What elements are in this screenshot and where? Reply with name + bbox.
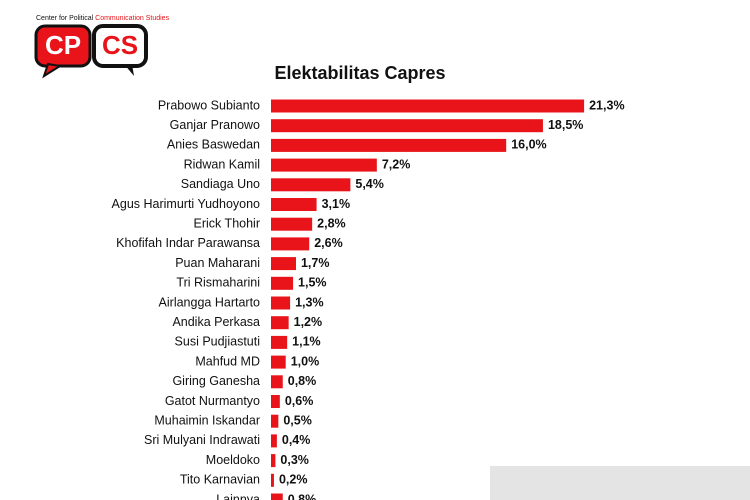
category-label: Sri Mulyani Indrawati — [144, 433, 260, 447]
category-label: Sandiaga Uno — [181, 177, 260, 191]
logo-right-box — [92, 24, 148, 68]
value-label: 0,8% — [288, 374, 317, 388]
bar — [271, 473, 274, 487]
logo-left-text: CP — [45, 30, 81, 60]
category-label: Gatot Nurmantyo — [165, 394, 260, 408]
logo-left-tail — [42, 62, 63, 79]
value-label: 0,8% — [288, 492, 317, 500]
value-label: 0,6% — [285, 394, 314, 408]
value-label: 1,7% — [301, 256, 330, 270]
value-label: 21,3% — [589, 98, 624, 112]
category-label: Ganjar Pranowo — [170, 118, 260, 132]
logo-tagline: Center for Political Communication Studi… — [36, 15, 170, 22]
category-label: Muhaimin Iskandar — [154, 413, 260, 427]
category-label: Andika Perkasa — [172, 315, 260, 329]
bar — [271, 237, 310, 251]
bar — [271, 119, 543, 133]
category-label: Puan Maharani — [175, 256, 260, 270]
category-label: Khofifah Indar Parawansa — [116, 236, 260, 250]
watermark-area — [490, 466, 750, 500]
logo-left-box — [34, 24, 92, 68]
bar — [271, 257, 296, 271]
bar — [271, 375, 283, 389]
category-label: Lainnya — [216, 492, 260, 500]
value-label: 0,2% — [279, 473, 308, 487]
category-label: Agus Harimurti Yudhoyono — [112, 197, 261, 211]
logo: Center for Political Communication Studi… — [34, 15, 170, 79]
bar — [271, 414, 279, 428]
value-label: 2,8% — [317, 216, 346, 230]
bar — [271, 493, 283, 500]
category-label: Tito Karnavian — [180, 473, 260, 487]
bar — [271, 434, 277, 448]
value-label: 5,4% — [355, 177, 384, 191]
value-label: 7,2% — [382, 157, 411, 171]
bar — [271, 138, 507, 152]
bar — [271, 217, 313, 231]
value-label: 2,6% — [314, 236, 343, 250]
bar — [271, 296, 291, 310]
category-label: Anies Baswedan — [167, 138, 260, 152]
value-label: 1,5% — [298, 276, 327, 290]
category-label: Tri Rismaharini — [176, 276, 260, 290]
category-label: Giring Ganesha — [172, 374, 260, 388]
bar — [271, 178, 351, 192]
value-label: 18,5% — [548, 118, 583, 132]
bar — [271, 355, 286, 369]
value-label: 16,0% — [511, 138, 546, 152]
bar — [271, 395, 280, 408]
bar — [271, 198, 317, 211]
bar — [271, 335, 288, 349]
chart-title: Elektabilitas Capres — [274, 63, 445, 83]
bar — [271, 158, 377, 172]
value-label: 1,2% — [294, 315, 323, 329]
value-label: 3,1% — [322, 197, 351, 211]
bar — [271, 99, 585, 113]
value-label: 1,3% — [295, 295, 324, 309]
value-label: 1,1% — [292, 335, 321, 349]
category-label: Ridwan Kamil — [184, 157, 260, 171]
category-label: Mahfud MD — [195, 354, 260, 368]
category-label: Prabowo Subianto — [158, 98, 260, 112]
value-label: 0,3% — [280, 453, 309, 467]
category-label: Moeldoko — [206, 453, 260, 467]
value-label: 0,5% — [283, 413, 312, 427]
bar — [271, 276, 294, 290]
bar — [271, 316, 289, 330]
logo-tagline-2: Communication Studies — [95, 15, 169, 22]
logo-right-text: CS — [102, 30, 138, 60]
value-label: 1,0% — [291, 354, 320, 368]
logo-tagline-1: Center for Political — [36, 15, 94, 22]
logo-right-tail — [124, 64, 134, 76]
category-label: Susi Pudjiastuti — [175, 335, 260, 349]
category-label: Airlangga Hartarto — [159, 295, 260, 309]
bar — [271, 454, 276, 468]
category-label: Erick Thohir — [194, 216, 260, 230]
value-label: 0,4% — [282, 433, 311, 447]
